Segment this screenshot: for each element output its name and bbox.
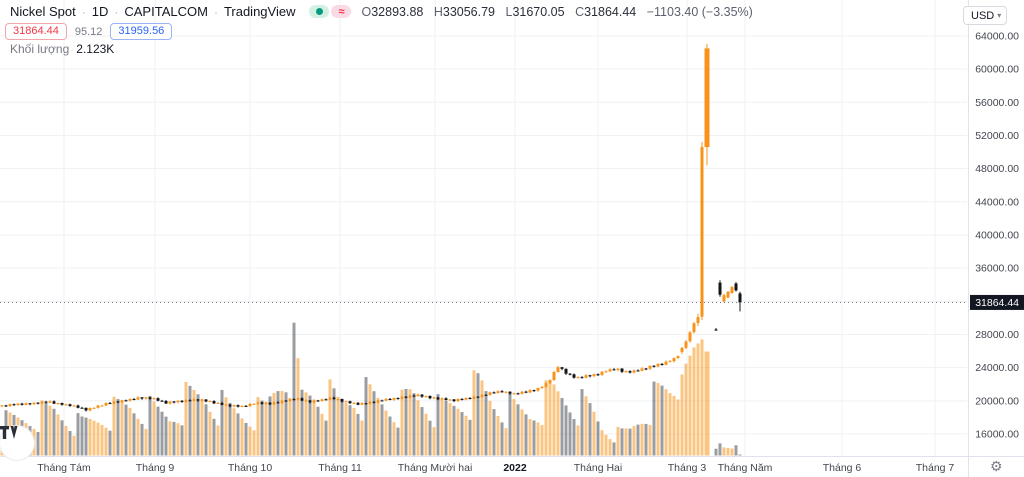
price-axis-label: 64000.00	[975, 30, 1019, 42]
candlestick-series	[0, 43, 742, 412]
axis-settings-gear-icon[interactable]: ⚙	[990, 458, 1003, 474]
volume-value: 2.123K	[76, 42, 115, 56]
chart-legend: Nickel Spot · 1D · CAPITALCOM · TradingV…	[10, 4, 753, 19]
tradingview-logo-icon	[0, 426, 18, 439]
separator-dot: ·	[81, 4, 86, 19]
price-axis-label: 52000.00	[975, 130, 1019, 142]
last-price-tag	[970, 294, 1024, 310]
time-axis[interactable]: Tháng Tám Tháng 9 Tháng 10 Tháng 11 Tháng Mư…	[37, 462, 954, 474]
time-axis-label: Tháng Tám	[37, 462, 91, 474]
price-axis-label: 28000.00	[975, 329, 1019, 341]
market-open-icon	[309, 5, 330, 18]
time-axis-label: 2022	[503, 462, 527, 474]
open-value: 32893.88	[371, 4, 424, 19]
currency-selector-button[interactable]: USD ▾	[963, 6, 1008, 25]
ohlc-readout: O32893.88 H33056.79 L31670.05 C31864.44 …	[361, 5, 752, 19]
open-label: O	[361, 4, 372, 19]
time-axis-label: Tháng Mười hai	[398, 462, 473, 474]
time-axis-label: Tháng 3	[668, 462, 707, 474]
low-value: 31670.05	[512, 4, 565, 19]
close-label: C	[575, 4, 585, 19]
exchange-name[interactable]: CAPITALCOM	[124, 4, 208, 19]
price-axis-label: 48000.00	[975, 163, 1019, 175]
price-axis-label: 36000.00	[975, 263, 1019, 275]
tradingview-logo[interactable]	[0, 426, 34, 460]
time-axis-label: Tháng 6	[823, 462, 862, 474]
price-axis-label: 24000.00	[975, 362, 1019, 374]
gridlines	[0, 0, 967, 456]
change-value: −1103.40 (−3.35%)	[646, 4, 753, 19]
market-status-pill[interactable]: ≈	[309, 5, 352, 18]
time-axis-label: Tháng Hai	[574, 462, 622, 474]
volume-legend: Khối lượng 2.123K	[10, 42, 114, 56]
high-label: H	[433, 4, 443, 19]
time-axis-label: Tháng 11	[318, 462, 362, 474]
sell-price-button[interactable]: 31864.44	[5, 23, 67, 40]
time-axis-label: Tháng 7	[916, 462, 955, 474]
bid-ask-row: 31864.44 95.12 31959.56	[5, 23, 173, 40]
price-axis-label: 40000.00	[975, 229, 1019, 241]
volume-label[interactable]: Khối lượng	[10, 42, 70, 56]
attribution-link[interactable]: TradingView	[223, 4, 296, 19]
close-value: 31864.44	[584, 4, 637, 19]
time-axis-label: Tháng 10	[228, 462, 273, 474]
time-axis-label: Tháng Năm	[718, 462, 773, 474]
time-axis-label: Tháng 9	[136, 462, 175, 474]
price-axis-label: 44000.00	[975, 196, 1019, 208]
last-price-tag-value: 31864.44	[975, 297, 1019, 309]
price-axis-label: 56000.00	[975, 97, 1019, 109]
price-axis[interactable]: 64000.00 60000.00 56000.00 52000.00 48000.00…	[970, 30, 1024, 441]
delayed-data-icon: ≈	[331, 5, 352, 18]
high-value: 33056.79	[442, 4, 496, 19]
price-axis-label: 16000.00	[975, 429, 1019, 441]
separator-dot: ·	[213, 4, 218, 19]
price-axis-label: 60000.00	[975, 64, 1019, 76]
chevron-down-icon: ▾	[997, 11, 1002, 20]
price-axis-label: 20000.00	[975, 395, 1019, 407]
separator-dot: ·	[114, 4, 119, 19]
volume-series	[0, 322, 742, 456]
spread-value: 95.12	[74, 25, 103, 38]
low-label: L	[505, 4, 513, 19]
interval-value[interactable]: 1D	[91, 4, 109, 19]
currency-value: USD	[971, 9, 995, 22]
buy-price-button[interactable]: 31959.56	[110, 23, 173, 40]
symbol-title[interactable]: Nickel Spot	[10, 4, 76, 19]
